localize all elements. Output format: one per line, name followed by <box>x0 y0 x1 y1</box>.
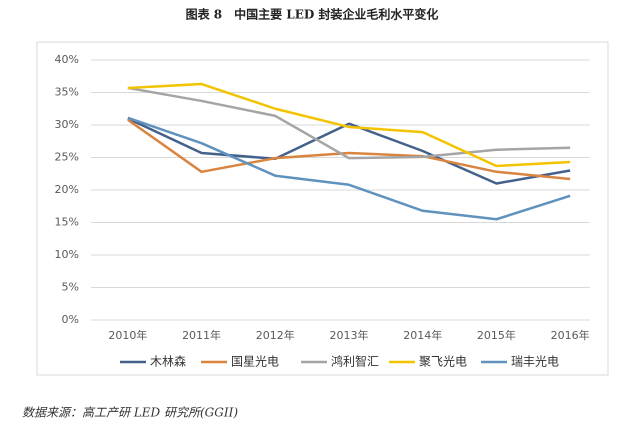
y-tick-label: 35% <box>55 86 79 99</box>
x-tick-label: 2013年 <box>330 328 369 342</box>
x-tick-label: 2016年 <box>551 328 590 342</box>
y-tick-label: 5% <box>62 281 79 294</box>
series-line <box>127 116 571 221</box>
legend-label: 聚飞光电 <box>419 355 467 369</box>
y-tick-label: 0% <box>62 313 79 326</box>
source-note: 数据来源：高工产研 LED 研究所(GGII) <box>22 406 238 420</box>
series-line <box>127 82 571 168</box>
chart-title: 图表 8 中国主要 LED 封装企业毛利水平变化 <box>186 7 439 22</box>
y-tick-label: 15% <box>55 216 79 229</box>
y-tick-label: 40% <box>55 53 79 66</box>
x-tick-label: 2011年 <box>182 328 221 342</box>
legend-label: 鸿利智汇 <box>331 354 379 369</box>
series-line <box>127 86 571 160</box>
series-line <box>127 118 571 181</box>
y-tick-label: 25% <box>55 151 79 164</box>
y-tick-label: 30% <box>55 118 79 131</box>
y-tick-label: 20% <box>55 183 79 196</box>
x-tick-label: 2012年 <box>256 328 295 342</box>
x-tick-label: 2015年 <box>477 328 516 342</box>
chart-frame <box>36 41 609 376</box>
x-tick-label: 2014年 <box>403 328 442 342</box>
legend-label: 国星光电 <box>231 355 279 369</box>
y-tick-label: 10% <box>55 248 79 261</box>
legend-label: 瑞丰光电 <box>511 355 559 369</box>
legend-label: 木林森 <box>150 354 186 369</box>
x-tick-label: 2010年 <box>108 328 147 342</box>
series-line <box>127 117 571 185</box>
